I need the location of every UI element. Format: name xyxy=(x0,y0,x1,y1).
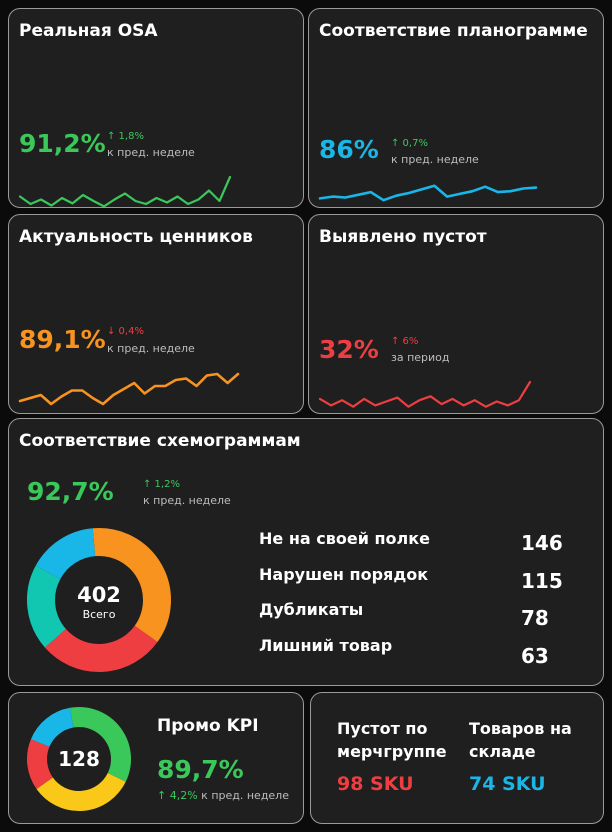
kpi-value: 89,1% xyxy=(19,325,106,354)
card-title: Актуальность ценников xyxy=(19,227,253,247)
donut-center: 128 xyxy=(23,747,135,771)
kpi-delta: ↑ 1,2% xyxy=(143,479,180,490)
kpi-delta-note: к пред. неделе xyxy=(201,789,289,802)
gaps-by-group-title-line2: мерчгруппе xyxy=(337,742,447,761)
kpi-delta-note: к пред. неделе xyxy=(107,342,195,355)
donut-chart xyxy=(27,528,171,672)
kpi-value: 32% xyxy=(319,335,379,364)
list-item-value: 63 xyxy=(521,644,549,668)
sparkline-chart xyxy=(18,175,232,207)
sparkline-line xyxy=(318,380,532,408)
donut-segment-4 xyxy=(30,707,75,748)
stock-card[interactable]: Пустот по мерчгруппе 98 SKU Товаров на с… xyxy=(310,692,604,824)
donut-total: 128 xyxy=(58,747,100,771)
kpi-value: 91,2% xyxy=(19,129,106,158)
sparkline-chart xyxy=(318,184,538,202)
promo-kpi-card[interactable]: 128 Промо KPI 89,7% ↑ 4,2% к пред. недел… xyxy=(8,692,304,824)
donut-segment-1 xyxy=(69,707,131,782)
kpi-delta: ↑ 4,2% xyxy=(157,789,198,802)
warehouse-goods-title-line1: Товаров на xyxy=(469,719,572,738)
donut-segment-2 xyxy=(44,625,158,672)
kpi-delta-note: к пред. неделе xyxy=(107,146,195,159)
card-title: Выявлено пустот xyxy=(319,227,487,247)
gaps-by-group-title: Пустот по мерчгруппе xyxy=(337,717,447,763)
kpi-delta: ↑ 1,8% xyxy=(107,131,144,142)
warehouse-goods-title-line2: складе xyxy=(469,742,536,761)
kpi-card-price-tags[interactable]: Актуальность ценников 89,1% ↓ 0,4% к пре… xyxy=(8,214,304,414)
kpi-delta-note: к пред. неделе xyxy=(143,494,231,507)
kpi-card-gaps[interactable]: Выявлено пустот 32% ↑ 6% за период xyxy=(308,214,604,414)
kpi-card-planogram[interactable]: Соответствие планограмме 86% ↑ 0,7% к пр… xyxy=(308,8,604,208)
donut-total-label: Всего xyxy=(82,608,116,621)
sparkline-line xyxy=(318,184,538,202)
kpi-delta: ↑ 6% xyxy=(391,336,419,347)
list-item-label: Нарушен порядок xyxy=(259,565,429,584)
donut-center: 402 Всего xyxy=(26,583,172,621)
donut-chart xyxy=(27,707,131,811)
gaps-by-group-title-line1: Пустот по xyxy=(337,719,428,738)
sparkline-line xyxy=(18,175,232,207)
kpi-delta: ↓ 0,4% xyxy=(107,326,144,337)
donut-segment-4 xyxy=(35,528,96,580)
kpi-delta-line: ↑ 4,2% к пред. неделе xyxy=(157,789,289,802)
donut-segment-3 xyxy=(27,739,54,789)
gaps-by-group-value: 98 SKU xyxy=(337,773,414,795)
sparkline-chart xyxy=(318,380,532,408)
kpi-value: 92,7% xyxy=(27,477,114,506)
list-item-label: Лишний товар xyxy=(259,636,393,655)
warehouse-goods-title: Товаров на складе xyxy=(469,717,572,763)
kpi-delta-note: к пред. неделе xyxy=(391,153,479,166)
card-title: Соответствие планограмме xyxy=(319,21,588,41)
card-title: Соответствие схемограммам xyxy=(19,431,301,451)
sparkline-chart xyxy=(18,372,240,406)
schemogram-card[interactable]: Соответствие схемограммам 92,7% ↑ 1,2% к… xyxy=(8,418,604,686)
list-item-label: Не на своей полке xyxy=(259,529,430,548)
list-item-value: 146 xyxy=(521,531,563,555)
list-item-label: Дубликаты xyxy=(259,600,364,619)
sparkline-line xyxy=(18,372,240,406)
kpi-value: 86% xyxy=(319,135,379,164)
donut-segment-1 xyxy=(92,528,171,643)
kpi-value: 89,7% xyxy=(157,755,244,784)
kpi-delta-note: за период xyxy=(391,351,450,364)
list-item-value: 115 xyxy=(521,569,563,593)
kpi-delta: ↑ 0,7% xyxy=(391,138,428,149)
donut-segment-2 xyxy=(36,772,126,811)
donut-total: 402 xyxy=(77,583,121,607)
card-title: Реальная OSA xyxy=(19,21,158,41)
donut-segment-3 xyxy=(27,565,67,648)
kpi-card-osa[interactable]: Реальная OSA 91,2% ↑ 1,8% к пред. неделе xyxy=(8,8,304,208)
list-item-value: 78 xyxy=(521,606,549,630)
card-title: Промо KPI xyxy=(157,716,259,736)
warehouse-goods-value: 74 SKU xyxy=(469,773,546,795)
